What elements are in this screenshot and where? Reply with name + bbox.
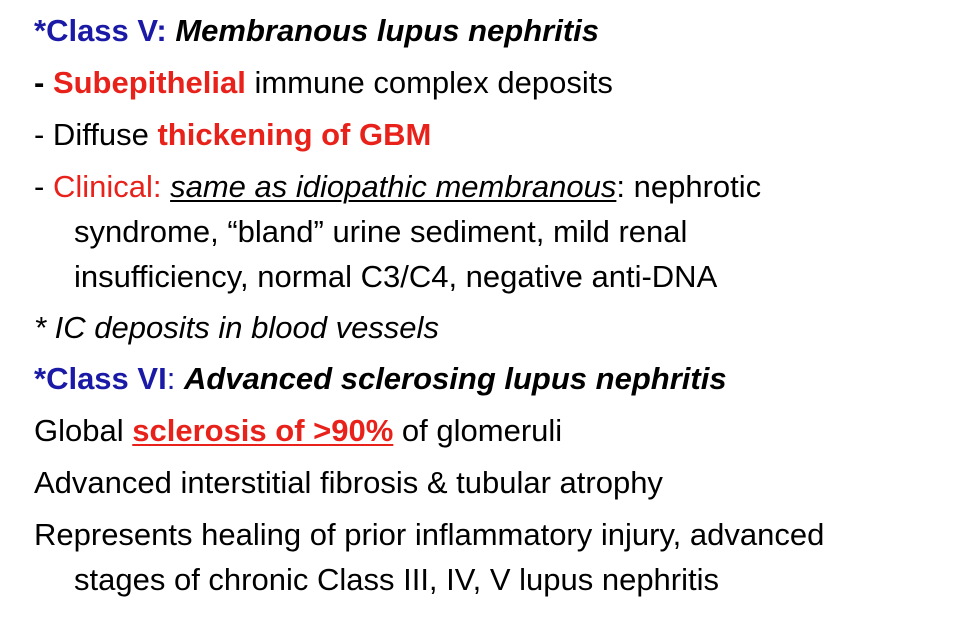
class-v-label: *Class V: (34, 13, 176, 48)
global-text: Global (34, 413, 133, 448)
bullet-dash: - (34, 169, 53, 204)
clinical-label: Clinical: (52, 169, 171, 204)
class-v-title: Membranous lupus nephritis (175, 13, 600, 48)
class-vi-healing: Represents healing of prior inflammatory… (34, 517, 825, 552)
class-v-bullet-deposits: - Subepithelial immune complex deposits (34, 65, 613, 101)
class-vi-colon: : (166, 361, 184, 396)
class-vi-label: *Class VI (34, 361, 167, 396)
clinical-continuation-1: syndrome, “bland” urine sediment, mild r… (74, 214, 688, 249)
class-vi-title: Advanced sclerosing lupus nephritis (183, 361, 727, 396)
gbm-thickening-term: thickening of GBM (157, 117, 432, 152)
class-v-bullet-clinical: - Clinical: same as idiopathic membranou… (34, 169, 761, 205)
ic-deposits-note: * IC deposits in blood vessels (34, 310, 439, 345)
class-vi-fibrosis: Advanced interstitial fibrosis & tubular… (34, 465, 663, 500)
class-vi-healing-continuation: stages of chronic Class III, IV, V lupus… (74, 562, 720, 597)
class-vi-heading: *Class VI: Advanced sclerosing lupus nep… (34, 361, 727, 397)
deposits-text: immune complex deposits (245, 65, 613, 100)
glomeruli-text: of glomeruli (393, 413, 563, 448)
class-v-heading: *Class V: Membranous lupus nephritis (34, 13, 599, 49)
nephrotic-text: : nephrotic (616, 169, 762, 204)
idiopathic-membranous-text: same as idiopathic membranous (170, 169, 617, 204)
class-v-bullet-gbm: - Diffuse thickening of GBM (34, 117, 431, 153)
class-vi-sclerosis: Global sclerosis of >90% of glomeruli (34, 413, 562, 449)
diffuse-text: - Diffuse (34, 117, 158, 152)
sclerosis-term: sclerosis of >90% (132, 413, 394, 448)
bullet-dash: - (34, 65, 53, 100)
clinical-continuation-2: insufficiency, normal C3/C4, negative an… (74, 259, 718, 294)
subepithelial-term: Subepithelial (52, 65, 246, 100)
